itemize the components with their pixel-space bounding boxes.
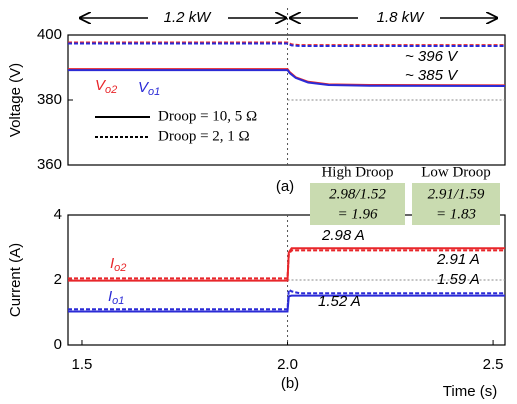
series-line xyxy=(68,69,506,87)
box-line: 2.98/1.52 xyxy=(329,186,386,202)
box-title: High Droop xyxy=(321,164,393,180)
series-label-sub: o2 xyxy=(105,84,117,96)
x-tick-label: 1.5 xyxy=(72,356,93,373)
y-tick-label: 4 xyxy=(54,206,62,223)
series-label: Io2 xyxy=(110,255,126,274)
box xyxy=(412,183,500,225)
box xyxy=(310,183,405,225)
series-line xyxy=(68,42,505,47)
legend-label: Droop = 10, 5 Ω xyxy=(158,108,257,124)
box-line: 2.91/1.59 xyxy=(428,186,485,202)
series-label-main: I xyxy=(110,255,114,272)
annotation: ~ 396 V xyxy=(405,48,459,65)
y-tick-label: 0 xyxy=(54,336,62,353)
series-line xyxy=(68,247,505,282)
header-label: 1.8 kW xyxy=(377,9,426,26)
x-axis-label: Time (s) xyxy=(443,383,497,400)
y-axis-label: Current (A) xyxy=(7,243,24,317)
x-tick-label: 2.5 xyxy=(483,356,504,373)
series-line xyxy=(68,294,505,313)
y-tick-label: 400 xyxy=(37,26,62,43)
series-label: Vo2 xyxy=(95,77,117,96)
series-line xyxy=(68,288,505,311)
box-line: = 1.96 xyxy=(337,206,378,222)
series-line xyxy=(68,249,505,280)
annotation: 2.98 A xyxy=(321,227,365,244)
annotation: ~ 385 V xyxy=(405,67,459,84)
box-line: = 1.83 xyxy=(436,206,476,222)
y-tick-label: 2 xyxy=(54,271,62,288)
panel-caption: (a) xyxy=(276,178,294,195)
header-label: 1.2 kW xyxy=(164,9,213,26)
panel-caption: (b) xyxy=(281,375,299,392)
series-label-main: V xyxy=(95,77,107,94)
y-axis-label: Voltage (V) xyxy=(7,63,24,137)
series-label-sub: o2 xyxy=(114,262,126,274)
y-tick-label: 360 xyxy=(37,156,62,173)
series-label: Io1 xyxy=(108,288,124,307)
annotation: 2.91 A xyxy=(436,251,480,268)
box-title: Low Droop xyxy=(421,164,491,180)
legend-label: Droop = 2, 1 Ω xyxy=(158,128,250,144)
series-label-sub: o1 xyxy=(148,86,160,98)
annotation: 1.52 A xyxy=(318,293,361,310)
y-tick-label: 380 xyxy=(37,91,62,108)
annotation: 1.59 A xyxy=(437,271,480,288)
series-label-sub: o1 xyxy=(112,295,124,307)
series-label-main: V xyxy=(138,79,150,96)
x-tick-label: 2.0 xyxy=(277,356,298,373)
series-label-main: I xyxy=(108,288,112,305)
series-label: Vo1 xyxy=(138,79,160,98)
